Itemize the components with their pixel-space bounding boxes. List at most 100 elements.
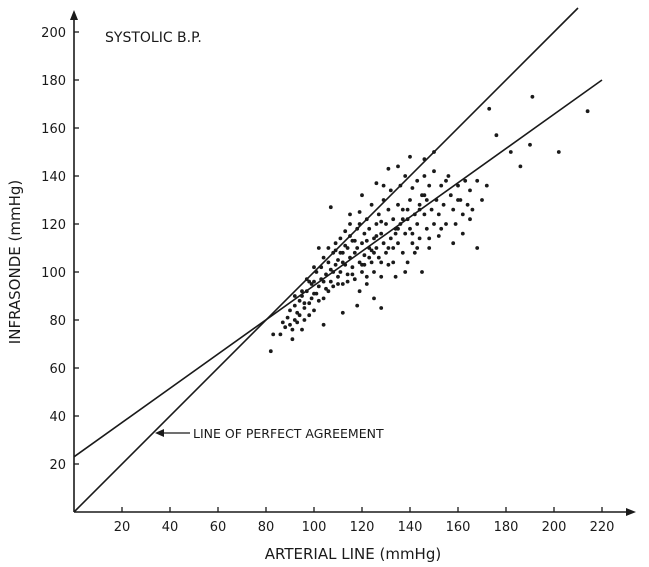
- y-tick-label: 180: [41, 74, 66, 89]
- data-point: [350, 272, 355, 277]
- data-point: [386, 262, 391, 267]
- data-point: [518, 164, 523, 169]
- data-point: [300, 327, 304, 332]
- data-point: [424, 198, 429, 202]
- data-point: [408, 226, 412, 231]
- data-point: [364, 238, 369, 243]
- data-point: [391, 246, 396, 250]
- data-point: [312, 265, 316, 270]
- y-tick-label: 120: [41, 218, 66, 233]
- data-point: [374, 234, 379, 238]
- data-point: [372, 270, 376, 274]
- data-point: [321, 296, 326, 301]
- data-point: [439, 183, 444, 188]
- data-point: [321, 255, 326, 260]
- data-point: [393, 274, 398, 279]
- data-point: [340, 260, 345, 265]
- data-point: [324, 286, 328, 291]
- data-point: [420, 270, 424, 274]
- data-point: [352, 238, 357, 243]
- data-point: [456, 183, 460, 188]
- annotation-label: LINE OF PERFECT AGREEMENT: [193, 426, 384, 441]
- data-point: [405, 207, 410, 212]
- data-point: [357, 222, 362, 226]
- data-point: [451, 207, 456, 212]
- y-tick-label: 60: [49, 362, 66, 377]
- data-point: [393, 231, 398, 236]
- data-point: [460, 231, 465, 236]
- data-point: [338, 250, 343, 255]
- y-tick-label: 100: [41, 266, 66, 281]
- data-point: [307, 279, 312, 284]
- data-point: [302, 306, 307, 310]
- data-point: [422, 174, 427, 178]
- data-point: [422, 157, 427, 162]
- data-point: [372, 250, 376, 255]
- data-point: [352, 250, 357, 255]
- chart-title: SYSTOLIC B.P.: [105, 30, 202, 46]
- data-point: [367, 255, 372, 260]
- data-point: [376, 212, 381, 217]
- data-point: [412, 212, 417, 217]
- data-point: [333, 241, 338, 246]
- data-point: [321, 322, 326, 327]
- data-point: [475, 246, 480, 250]
- x-tick-label: 80: [258, 520, 275, 535]
- data-point: [309, 296, 314, 301]
- data-point: [309, 282, 314, 286]
- data-point: [290, 337, 295, 342]
- x-tick-label: 200: [542, 520, 567, 535]
- data-point: [283, 325, 288, 330]
- data-point: [316, 284, 321, 289]
- x-tick-label: 160: [446, 520, 471, 535]
- data-point: [465, 202, 470, 207]
- data-point: [487, 106, 492, 111]
- data-point: [326, 246, 331, 250]
- data-point: [338, 270, 343, 274]
- data-point: [340, 310, 345, 315]
- data-point: [367, 246, 372, 250]
- data-point: [386, 246, 391, 250]
- data-point: [448, 193, 453, 198]
- data-point: [331, 270, 336, 274]
- data-point: [456, 198, 460, 202]
- data-point: [336, 282, 340, 286]
- data-point: [528, 142, 532, 147]
- x-tick-label: 120: [350, 520, 375, 535]
- x-tick-label: 100: [302, 520, 327, 535]
- data-point: [369, 248, 374, 253]
- data-point: [290, 327, 295, 332]
- data-point: [436, 212, 441, 217]
- y-tick-label: 140: [41, 170, 66, 185]
- x-tick-label: 140: [398, 520, 423, 535]
- y-ticks-layer: 20 40 60 80 100 120 140 160 180 200: [41, 26, 79, 473]
- data-point: [424, 226, 429, 231]
- data-point: [374, 246, 379, 250]
- data-point: [312, 279, 316, 284]
- data-point: [556, 150, 561, 154]
- data-point: [316, 298, 321, 303]
- data-point: [585, 109, 590, 114]
- data-point: [343, 243, 348, 248]
- data-point: [321, 279, 326, 284]
- data-point: [412, 250, 417, 255]
- data-point: [350, 265, 355, 270]
- data-point: [388, 188, 393, 193]
- data-point: [355, 226, 360, 231]
- data-point: [396, 226, 400, 231]
- data-point: [408, 198, 412, 202]
- data-point: [355, 246, 360, 250]
- data-point: [384, 250, 388, 255]
- data-point: [357, 210, 362, 214]
- data-point: [326, 260, 331, 265]
- data-point: [288, 322, 292, 327]
- data-point: [338, 236, 343, 241]
- data-point: [326, 289, 331, 294]
- data-point: [379, 306, 384, 310]
- data-point: [345, 246, 350, 250]
- y-tick-label: 200: [41, 26, 66, 41]
- data-point: [292, 294, 297, 298]
- data-point: [427, 236, 432, 241]
- data-point: [400, 217, 405, 222]
- data-point: [360, 270, 364, 274]
